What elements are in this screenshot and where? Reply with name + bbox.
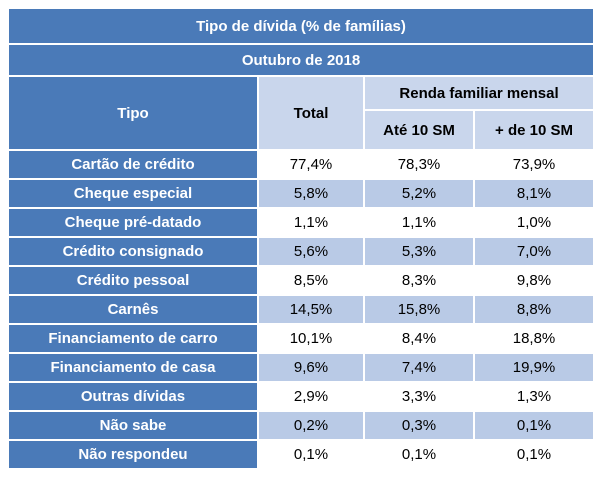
table-title: Tipo de dívida (% de famílias) <box>6 7 596 45</box>
table-row: Outras dívidas 2,9% 3,3% 1,3% <box>7 381 596 412</box>
cell-mais-10: 8,1% <box>472 178 596 209</box>
cell-mais-10: 73,9% <box>472 149 596 180</box>
table-row: Não sabe 0,2% 0,3% 0,1% <box>7 410 596 441</box>
cell-ate-10: 0,3% <box>363 410 475 441</box>
row-label: Financiamento de carro <box>7 323 259 354</box>
column-header-tipo: Tipo <box>7 75 259 151</box>
cell-ate-10: 7,4% <box>363 352 475 383</box>
cell-mais-10: 1,0% <box>472 207 596 238</box>
cell-ate-10: 78,3% <box>363 149 475 180</box>
column-header-total: Total <box>257 75 365 151</box>
cell-total: 0,1% <box>257 439 365 470</box>
table-row: Cheque especial 5,8% 5,2% 8,1% <box>7 178 596 209</box>
cell-ate-10: 8,3% <box>363 265 475 296</box>
table-row: Carnês 14,5% 15,8% 8,8% <box>7 294 596 325</box>
column-header-mais-10-sm: + de 10 SM <box>472 109 596 151</box>
debt-table-container: Tipo de dívida (% de famílias) Outubro d… <box>6 7 596 470</box>
row-label: Não sabe <box>7 410 259 441</box>
row-label: Não respondeu <box>7 439 259 470</box>
cell-mais-10: 19,9% <box>472 352 596 383</box>
row-label: Cheque especial <box>7 178 259 209</box>
cell-ate-10: 0,1% <box>363 439 475 470</box>
row-label: Cheque pré-datado <box>7 207 259 238</box>
table-row: Cartão de crédito 77,4% 78,3% 73,9% <box>7 149 596 180</box>
cell-total: 0,2% <box>257 410 365 441</box>
cell-mais-10: 0,1% <box>472 410 596 441</box>
cell-total: 9,6% <box>257 352 365 383</box>
cell-ate-10: 15,8% <box>363 294 475 325</box>
cell-ate-10: 1,1% <box>363 207 475 238</box>
cell-ate-10: 8,4% <box>363 323 475 354</box>
cell-mais-10: 18,8% <box>472 323 596 354</box>
cell-total: 5,6% <box>257 236 365 267</box>
cell-mais-10: 9,8% <box>472 265 596 296</box>
cell-total: 5,8% <box>257 178 365 209</box>
cell-total: 10,1% <box>257 323 365 354</box>
cell-total: 1,1% <box>257 207 365 238</box>
table-row: Financiamento de carro 10,1% 8,4% 18,8% <box>7 323 596 354</box>
cell-ate-10: 5,2% <box>363 178 475 209</box>
table-row: Crédito pessoal 8,5% 8,3% 9,8% <box>7 265 596 296</box>
cell-mais-10: 7,0% <box>472 236 596 267</box>
cell-mais-10: 8,8% <box>472 294 596 325</box>
table-row: Financiamento de casa 9,6% 7,4% 19,9% <box>7 352 596 383</box>
cell-total: 14,5% <box>257 294 365 325</box>
column-header-renda: Renda familiar mensal <box>362 75 596 111</box>
row-label: Crédito consignado <box>7 236 259 267</box>
cell-ate-10: 3,3% <box>363 381 475 412</box>
cell-ate-10: 5,3% <box>363 236 475 267</box>
cell-mais-10: 1,3% <box>472 381 596 412</box>
row-label: Cartão de crédito <box>7 149 259 180</box>
cell-mais-10: 0,1% <box>472 439 596 470</box>
cell-total: 2,9% <box>257 381 365 412</box>
table-row: Crédito consignado 5,6% 5,3% 7,0% <box>7 236 596 267</box>
row-label: Crédito pessoal <box>7 265 259 296</box>
row-label: Carnês <box>7 294 259 325</box>
table-row: Cheque pré-datado 1,1% 1,1% 1,0% <box>7 207 596 238</box>
cell-total: 77,4% <box>257 149 365 180</box>
row-label: Outras dívidas <box>7 381 259 412</box>
cell-total: 8,5% <box>257 265 365 296</box>
debt-type-table: Tipo de dívida (% de famílias) Outubro d… <box>6 7 596 470</box>
period-header: Outubro de 2018 <box>6 43 596 77</box>
column-header-ate-10-sm: Até 10 SM <box>363 109 475 151</box>
row-label: Financiamento de casa <box>7 352 259 383</box>
table-row: Não respondeu 0,1% 0,1% 0,1% <box>7 439 596 470</box>
